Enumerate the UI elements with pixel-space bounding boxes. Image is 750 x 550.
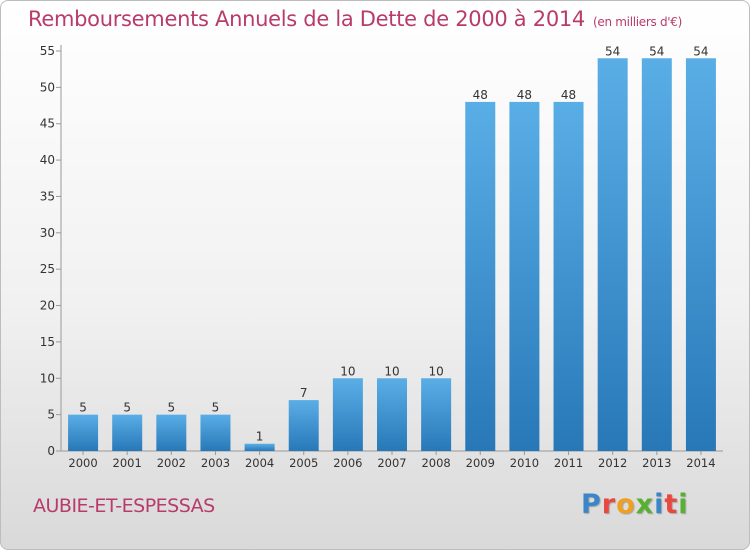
data-label: 54 <box>693 44 708 58</box>
bar <box>112 414 143 451</box>
y-tick-label: 25 <box>40 262 55 276</box>
logo-letter: o <box>616 489 636 520</box>
y-tick-label: 50 <box>40 80 55 94</box>
bar <box>553 101 584 451</box>
y-tick-label: 35 <box>40 189 55 203</box>
data-label: 54 <box>649 44 664 58</box>
bar <box>597 58 628 451</box>
x-tick-label: 2008 <box>421 456 450 470</box>
x-tick-label: 2001 <box>113 456 142 470</box>
y-tick-label: 55 <box>40 44 55 58</box>
title-text: Remboursements Annuels de la Dette de 20… <box>28 7 585 31</box>
bar <box>685 58 716 451</box>
logo-letter: r <box>601 489 617 520</box>
bar <box>68 414 99 451</box>
proxiti-logo: Proxiti <box>581 489 689 520</box>
chart-title: Remboursements Annuels de la Dette de 20… <box>28 7 682 31</box>
x-tick-label: 2006 <box>333 456 362 470</box>
data-label: 54 <box>605 44 620 58</box>
logo-letter: i <box>654 489 665 520</box>
x-tick-label: 2002 <box>157 456 186 470</box>
logo-letter: t <box>664 489 679 520</box>
x-tick-label: 2004 <box>245 456 274 470</box>
data-label: 10 <box>428 364 443 378</box>
unit-label: (en milliers d'€) <box>593 15 683 29</box>
x-tick-label: 2000 <box>68 456 97 470</box>
x-tick-label: 2010 <box>510 456 539 470</box>
data-label: 5 <box>123 401 131 415</box>
bar <box>288 400 319 451</box>
bar <box>509 101 540 451</box>
bar <box>465 101 496 451</box>
data-label: 7 <box>300 386 308 400</box>
y-tick-label: 30 <box>40 226 55 240</box>
x-tick-label: 2012 <box>598 456 627 470</box>
data-label: 48 <box>561 88 576 102</box>
commune-name: AUBIE-ET-ESPESSAS <box>33 495 215 517</box>
x-tick-label: 2011 <box>554 456 583 470</box>
data-label: 5 <box>79 401 87 415</box>
x-tick-label: 2014 <box>686 456 715 470</box>
logo-letter: x <box>635 489 655 520</box>
data-label: 48 <box>517 88 532 102</box>
data-label: 48 <box>473 88 488 102</box>
x-tick-label: 2009 <box>466 456 495 470</box>
data-label: 10 <box>340 364 355 378</box>
y-tick-label: 45 <box>40 117 55 131</box>
y-tick-label: 15 <box>40 335 55 349</box>
x-tick-label: 2005 <box>289 456 318 470</box>
y-tick-label: 10 <box>40 371 55 385</box>
bar <box>244 443 275 451</box>
y-tick-label: 20 <box>40 299 55 313</box>
x-tick-label: 2007 <box>377 456 406 470</box>
x-tick-label: 2013 <box>642 456 671 470</box>
y-tick-label: 0 <box>47 444 55 458</box>
y-tick-label: 5 <box>47 408 55 422</box>
logo-letter: P <box>581 489 602 520</box>
data-label: 1 <box>256 430 264 444</box>
data-label: 5 <box>168 401 176 415</box>
bar <box>377 378 407 451</box>
bar <box>156 414 187 451</box>
bar <box>421 378 452 451</box>
bar <box>200 414 231 451</box>
data-label: 5 <box>212 401 220 415</box>
logo-letter: i <box>678 489 689 520</box>
bar <box>641 58 672 451</box>
x-tick-label: 2003 <box>201 456 230 470</box>
data-label: 10 <box>384 364 399 378</box>
y-tick-label: 40 <box>40 153 55 167</box>
bar <box>332 378 363 451</box>
